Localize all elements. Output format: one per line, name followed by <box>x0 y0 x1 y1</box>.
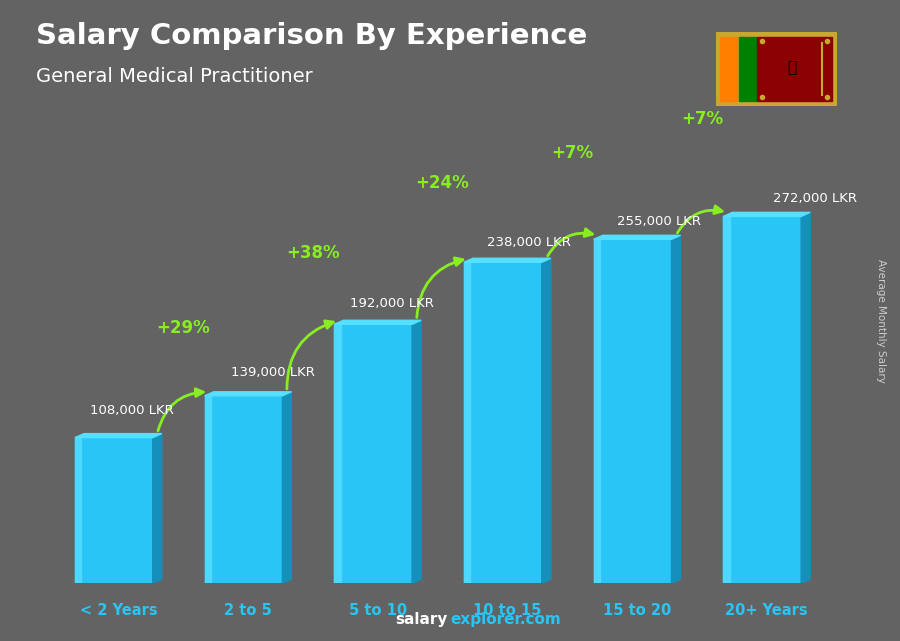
Bar <box>594 239 600 583</box>
Text: explorer.com: explorer.com <box>450 612 561 627</box>
Polygon shape <box>283 392 292 583</box>
Bar <box>724 217 801 583</box>
Polygon shape <box>75 433 162 438</box>
Text: +7%: +7% <box>681 110 723 128</box>
Text: 2 to 5: 2 to 5 <box>224 603 272 619</box>
Text: 255,000 LKR: 255,000 LKR <box>617 215 701 228</box>
Polygon shape <box>412 320 421 583</box>
Text: Average Monthly Salary: Average Monthly Salary <box>877 258 886 383</box>
Text: 5 to 10: 5 to 10 <box>348 603 407 619</box>
Polygon shape <box>594 235 680 239</box>
Bar <box>724 217 730 583</box>
Bar <box>334 324 340 583</box>
Bar <box>75 438 81 583</box>
Text: < 2 Years: < 2 Years <box>79 603 158 619</box>
Polygon shape <box>334 320 421 324</box>
Text: +24%: +24% <box>416 174 470 192</box>
Bar <box>204 396 211 583</box>
Text: Salary Comparison By Experience: Salary Comparison By Experience <box>36 22 587 51</box>
Polygon shape <box>153 433 162 583</box>
Polygon shape <box>801 212 810 583</box>
Text: 10 to 15: 10 to 15 <box>473 603 542 619</box>
Polygon shape <box>204 392 292 396</box>
Text: +38%: +38% <box>286 244 339 262</box>
Polygon shape <box>724 212 810 217</box>
Text: 🦁: 🦁 <box>788 60 796 75</box>
Polygon shape <box>671 235 680 583</box>
Bar <box>720 37 737 101</box>
Bar <box>757 37 832 101</box>
Bar <box>739 37 756 101</box>
Text: +7%: +7% <box>551 144 593 162</box>
Text: salary: salary <box>395 612 447 627</box>
Text: 238,000 LKR: 238,000 LKR <box>487 237 572 249</box>
Text: 20+ Years: 20+ Years <box>725 603 808 619</box>
Text: 139,000 LKR: 139,000 LKR <box>230 366 314 379</box>
Text: 272,000 LKR: 272,000 LKR <box>772 192 857 204</box>
Text: 15 to 20: 15 to 20 <box>603 603 671 619</box>
Bar <box>464 262 542 583</box>
Bar <box>75 438 153 583</box>
Text: 108,000 LKR: 108,000 LKR <box>91 404 175 417</box>
Bar <box>334 324 412 583</box>
Text: General Medical Practitioner: General Medical Practitioner <box>36 67 313 87</box>
Bar <box>594 239 671 583</box>
Bar <box>204 396 283 583</box>
Polygon shape <box>464 258 551 262</box>
Text: 192,000 LKR: 192,000 LKR <box>350 297 434 310</box>
Polygon shape <box>542 258 551 583</box>
Text: +29%: +29% <box>157 319 210 337</box>
Bar <box>464 262 470 583</box>
